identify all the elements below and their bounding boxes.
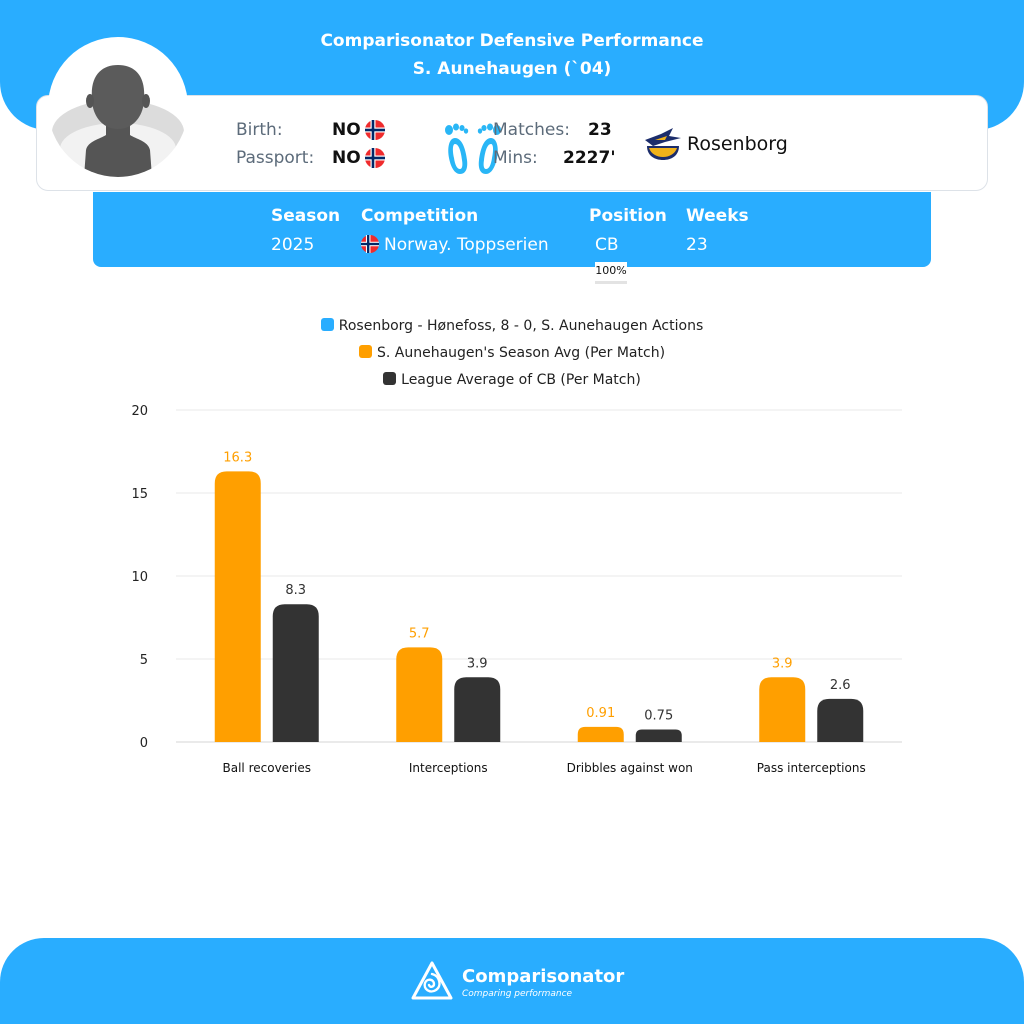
norway-flag-icon: [361, 235, 379, 253]
legend-label: S. Aunehaugen's Season Avg (Per Match): [376, 345, 666, 361]
title-line-2: S. Aunehaugen (`04): [412, 59, 612, 79]
comparisonator-logo-icon: [411, 961, 453, 1000]
brand-name: Comparisonator: [462, 966, 625, 987]
legend-item-league: League Average of CB (Per Match): [0, 372, 1024, 388]
data-label: 3.9: [772, 656, 793, 671]
competition-value: Norway. Toppserien: [384, 235, 549, 255]
birth-label: Birth:: [236, 120, 283, 140]
page-title: Comparisonator Defensive Performance S. …: [0, 27, 1024, 83]
legend-label: League Average of CB (Per Match): [401, 372, 641, 388]
bar: [272, 604, 319, 742]
title-line-1: Comparisonator Defensive Performance: [320, 31, 704, 51]
bar-chart: 0 5 10 15 20 16.3 8.3 Ball recoveries 5.7 3.9 Inte…: [131, 404, 902, 775]
data-label: 3.9: [467, 656, 488, 671]
data-label: 2.6: [830, 678, 851, 693]
mins-value: 2227': [563, 148, 616, 168]
bar: [817, 698, 864, 742]
legend-swatch: [383, 372, 397, 385]
bar: [577, 726, 624, 742]
x-tick-label: Pass interceptions: [757, 761, 866, 775]
footer-band: Comparisonator Comparing performance: [0, 938, 1024, 1024]
position-percent-badge: 100%: [595, 262, 627, 284]
club-crest-icon: [645, 128, 681, 160]
bar: [759, 677, 806, 742]
brand-tagline: Comparing performance: [462, 989, 573, 999]
position-value: CB: [595, 235, 619, 255]
y-tick-label: 10: [131, 570, 148, 585]
y-tick-label: 5: [140, 653, 148, 668]
club-name: Rosenborg: [687, 133, 788, 155]
legend-item-match: Rosenborg - Hønefoss, 8 - 0, S. Aunehaug…: [0, 318, 1024, 334]
season-info-band: Season Competition Position Weeks 2025 N…: [93, 192, 931, 267]
bar: [635, 729, 682, 742]
player-info-card: Birth: NO Passport: NO Matches: 23 Mi: [36, 95, 988, 191]
norway-flag-icon: [365, 120, 385, 140]
data-label: 0.91: [586, 706, 615, 721]
passport-label: Passport:: [236, 148, 315, 168]
legend-swatch: [358, 345, 372, 358]
norway-flag-icon: [365, 148, 385, 168]
weeks-value: 23: [686, 235, 708, 255]
y-tick-label: 0: [140, 736, 148, 751]
season-value: 2025: [271, 235, 315, 255]
mins-label: Mins:: [493, 148, 538, 168]
data-label: 5.7: [409, 626, 430, 641]
bar: [454, 677, 501, 742]
x-tick-label: Ball recoveries: [223, 761, 311, 775]
bar: [214, 471, 261, 742]
legend-label: Rosenborg - Hønefoss, 8 - 0, S. Aunehaug…: [338, 318, 704, 334]
position-header: Position: [589, 206, 667, 226]
both-feet-icon: [445, 123, 501, 174]
legend-swatch: [320, 318, 334, 331]
matches-label: Matches:: [493, 120, 570, 140]
x-tick-label: Dribbles against won: [567, 761, 693, 775]
data-label: 8.3: [285, 583, 306, 598]
data-label: 16.3: [223, 450, 252, 465]
data-label: 0.75: [644, 709, 673, 724]
y-tick-label: 20: [131, 404, 148, 419]
season-header: Season: [271, 206, 341, 226]
bar: [396, 647, 443, 742]
matches-value: 23: [588, 120, 612, 140]
x-tick-label: Interceptions: [409, 761, 488, 775]
player-silhouette-icon: [48, 37, 188, 177]
competition-header: Competition: [361, 206, 479, 226]
legend-item-season: S. Aunehaugen's Season Avg (Per Match): [0, 345, 1024, 361]
birth-value: NO: [332, 120, 361, 140]
y-tick-label: 15: [131, 487, 148, 502]
passport-value: NO: [332, 148, 361, 168]
weeks-header: Weeks: [686, 206, 749, 226]
